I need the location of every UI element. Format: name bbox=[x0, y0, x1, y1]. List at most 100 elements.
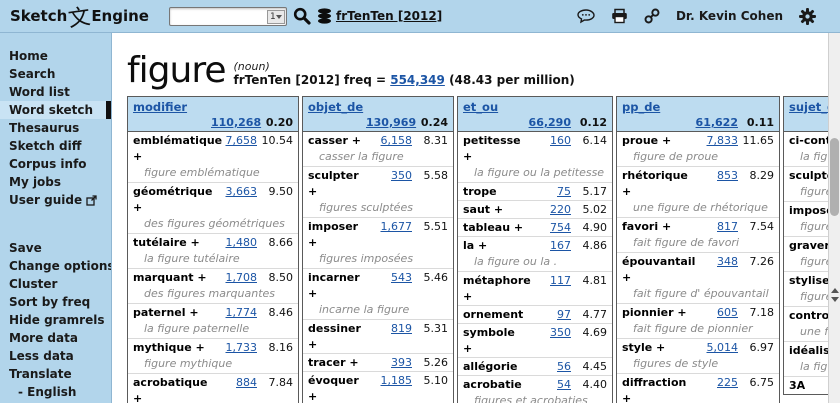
collocate-word[interactable]: géométrique + bbox=[133, 185, 213, 214]
collocate-freq-link[interactable]: 7,833 bbox=[706, 134, 739, 147]
gramrel-total-freq-link[interactable]: 130,969 bbox=[366, 116, 417, 129]
search-button[interactable] bbox=[293, 7, 311, 25]
sidebar-item-sketch-diff[interactable]: Sketch diff bbox=[0, 137, 111, 155]
collocate-freq-link[interactable]: 350 bbox=[391, 169, 412, 182]
collocate-freq-link[interactable]: 1,185 bbox=[380, 374, 413, 387]
collocate-freq-link[interactable]: 819 bbox=[391, 322, 412, 335]
collocate-word[interactable]: métaphore + bbox=[463, 274, 531, 303]
collocate-word[interactable]: mythique + bbox=[133, 341, 205, 354]
user-name[interactable]: Dr. Kevin Cohen bbox=[675, 9, 783, 23]
collocate-word[interactable]: style + bbox=[622, 341, 666, 354]
sidebar-item-my-jobs[interactable]: My jobs bbox=[0, 173, 111, 191]
collocate-word[interactable]: acrobatie bbox=[463, 378, 522, 391]
sketch-engine-logo[interactable]: Sketch 文 Engine bbox=[10, 0, 149, 33]
collocate-word[interactable]: styliser bbox=[789, 274, 828, 287]
feedback-bubble-icon[interactable] bbox=[577, 8, 595, 24]
scrollbar-thumb[interactable] bbox=[830, 138, 839, 216]
permalink-icon[interactable] bbox=[644, 8, 660, 24]
collocate-word[interactable]: évoquer + bbox=[308, 374, 359, 403]
collocate-word[interactable]: emblématique + bbox=[133, 134, 223, 163]
sidebar-item-home[interactable]: Home bbox=[0, 47, 111, 65]
scroll-down-icon[interactable] bbox=[830, 297, 839, 302]
collocate-word[interactable]: idéaliser bbox=[789, 344, 828, 357]
collocate-word[interactable]: imposer + bbox=[308, 220, 359, 249]
collocate-word[interactable]: la + bbox=[463, 239, 488, 252]
gramrel-total-freq-link[interactable]: 66,290 bbox=[528, 116, 571, 129]
sidebar-item-search[interactable]: Search bbox=[0, 65, 111, 83]
scroll-up-icon[interactable] bbox=[830, 288, 839, 293]
sidebar-item-word-list[interactable]: Word list bbox=[0, 83, 111, 101]
collocate-word[interactable]: tutélaire + bbox=[133, 236, 200, 249]
collocate-word[interactable]: casser + bbox=[308, 134, 361, 147]
collocate-word[interactable]: trope bbox=[463, 185, 497, 198]
collocate-word[interactable]: rhétorique + bbox=[622, 169, 688, 198]
collocate-freq-link[interactable]: 75 bbox=[557, 185, 571, 198]
collocate-freq-link[interactable]: 56 bbox=[557, 360, 571, 373]
collocate-freq-link[interactable]: 5,014 bbox=[706, 341, 739, 354]
collocate-freq-link[interactable]: 884 bbox=[236, 376, 257, 389]
collocate-freq-link[interactable]: 817 bbox=[717, 220, 738, 233]
sidebar-item-word-sketch[interactable]: Word sketch bbox=[0, 101, 111, 119]
collocate-freq-link[interactable]: 1,733 bbox=[225, 341, 258, 354]
sidebar-item-less-data[interactable]: Less data bbox=[0, 347, 111, 365]
collocate-word[interactable]: incarner + bbox=[308, 271, 360, 300]
collocate-freq-link[interactable]: 3,663 bbox=[225, 185, 258, 198]
gramrel-total-freq-link[interactable]: 61,622 bbox=[695, 116, 738, 129]
collocate-freq-link[interactable]: 117 bbox=[550, 274, 571, 287]
collocate-word[interactable]: imposer + bbox=[789, 204, 828, 217]
collocate-word[interactable]: controversé + bbox=[789, 309, 828, 322]
collocate-freq-link[interactable]: 393 bbox=[391, 356, 412, 369]
collocate-freq-link[interactable]: 7,658 bbox=[225, 134, 258, 147]
corpus-link[interactable]: frTenTen [2012] bbox=[335, 9, 443, 23]
search-input[interactable] bbox=[168, 6, 287, 26]
collocate-freq-link[interactable]: 160 bbox=[550, 134, 571, 147]
collocate-word[interactable]: paternel + bbox=[133, 306, 199, 319]
collocate-freq-link[interactable]: 543 bbox=[391, 271, 412, 284]
collocate-word[interactable]: allégorie bbox=[463, 360, 518, 373]
collocate-word[interactable]: ci-contre bbox=[789, 134, 828, 147]
gramrel-link[interactable]: et_ou bbox=[463, 100, 499, 114]
headword-freq-link[interactable]: 554,349 bbox=[390, 73, 445, 87]
sidebar-item-cluster[interactable]: Cluster bbox=[0, 275, 111, 293]
collocate-freq-link[interactable]: 225 bbox=[717, 376, 738, 389]
sidebar-item-english[interactable]: - English bbox=[0, 383, 111, 401]
collocate-word[interactable]: symbole + bbox=[463, 326, 515, 355]
collocate-word[interactable]: diffraction + bbox=[622, 376, 687, 403]
collocate-word[interactable]: pionnier + bbox=[622, 306, 687, 319]
sidebar-item-hide-gramrels[interactable]: Hide gramrels bbox=[0, 311, 111, 329]
sidebar-item-change-options[interactable]: Change options bbox=[0, 257, 111, 275]
collocate-word[interactable]: marquant + bbox=[133, 271, 207, 284]
sidebar-item-save[interactable]: Save bbox=[0, 239, 111, 257]
collocate-freq-link[interactable]: 220 bbox=[550, 203, 571, 216]
collocate-word[interactable]: sculpter + bbox=[789, 169, 828, 182]
collocate-word[interactable]: sculpter + bbox=[308, 169, 359, 198]
sidebar-item-more-data[interactable]: More data bbox=[0, 329, 111, 347]
gramrel-link[interactable]: modifier bbox=[133, 100, 188, 114]
sidebar-item-thesaurus[interactable]: Thesaurus bbox=[0, 119, 111, 137]
collocate-freq-link[interactable]: 97 bbox=[557, 308, 571, 321]
gramrel-link[interactable]: pp_de bbox=[622, 100, 661, 114]
collocate-freq-link[interactable]: 6,158 bbox=[380, 134, 413, 147]
collocate-word[interactable]: favori + bbox=[622, 220, 672, 233]
collocate-word[interactable]: tracer + bbox=[308, 356, 359, 369]
sidebar-item-translate[interactable]: Translate bbox=[0, 365, 111, 383]
collocate-word[interactable]: dessiner + bbox=[308, 322, 361, 351]
gear-icon[interactable] bbox=[799, 7, 816, 25]
vertical-scrollbar[interactable] bbox=[828, 33, 840, 403]
collocate-freq-link[interactable]: 1,774 bbox=[225, 306, 258, 319]
gramrel-link[interactable]: objet_de bbox=[308, 100, 364, 114]
collocate-word[interactable]: tableau + bbox=[463, 221, 524, 234]
collocate-freq-link[interactable]: 853 bbox=[717, 169, 738, 182]
collocate-word[interactable]: ornement bbox=[463, 308, 524, 321]
collocate-word[interactable]: 3A bbox=[789, 379, 806, 392]
collocate-freq-link[interactable]: 348 bbox=[717, 255, 738, 268]
collocate-word[interactable]: petitesse + bbox=[463, 134, 521, 163]
gramrel-link[interactable]: sujet_de bbox=[789, 100, 828, 114]
collocate-freq-link[interactable]: 1,480 bbox=[225, 236, 258, 249]
collocate-word[interactable]: proue + bbox=[622, 134, 672, 147]
collocate-word[interactable]: épouvantail + bbox=[622, 255, 696, 284]
collocate-word[interactable]: saut + bbox=[463, 203, 504, 216]
collocate-freq-link[interactable]: 54 bbox=[557, 378, 571, 391]
collocate-word[interactable]: graver + bbox=[789, 239, 828, 252]
search-mode-dropdown[interactable]: 1 bbox=[266, 9, 285, 24]
